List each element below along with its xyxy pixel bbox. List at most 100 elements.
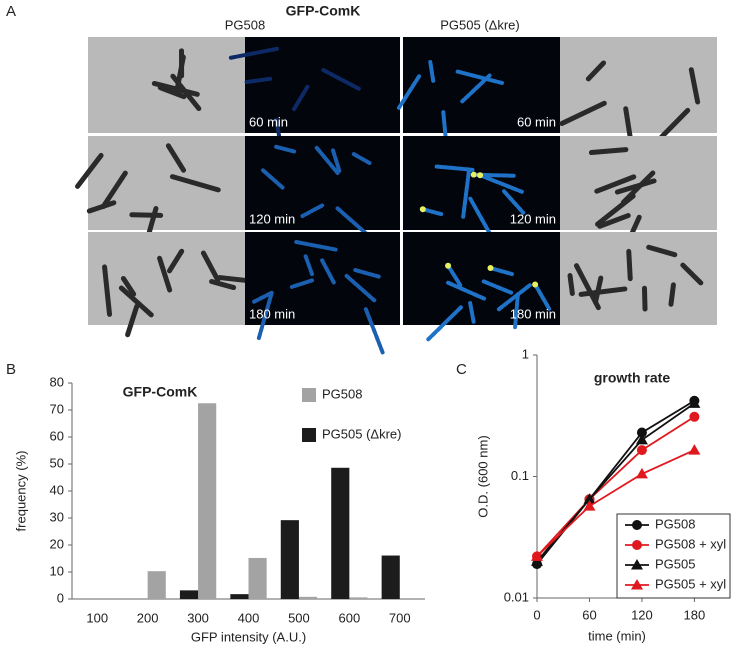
cell	[244, 76, 273, 85]
x-tick-label: 0	[533, 607, 540, 622]
cell	[641, 285, 648, 312]
cell	[363, 307, 385, 355]
legend-label: PG505	[655, 556, 695, 571]
cell	[274, 144, 297, 154]
cell	[100, 170, 128, 210]
cell	[165, 143, 187, 173]
y-axis-label: frequency (%)	[13, 451, 28, 532]
strain-label: PG505 (Δkre)	[440, 17, 520, 32]
legend-marker	[631, 559, 643, 570]
x-axis-label: GFP intensity (A.U.)	[191, 629, 306, 644]
cell	[428, 60, 436, 85]
micrograph	[245, 37, 400, 133]
y-tick-label: 0	[57, 590, 64, 605]
bar	[147, 571, 166, 599]
cell	[252, 291, 273, 304]
cell	[420, 207, 445, 217]
y-tick-label: 80	[50, 374, 64, 389]
legend-label: PG505 (Δkre)	[322, 426, 402, 441]
legend-label: PG505 + xyl	[655, 576, 726, 591]
cell	[291, 84, 310, 112]
bright-cell	[445, 262, 452, 269]
legend-marker	[631, 579, 643, 590]
cell	[331, 148, 342, 173]
marker	[583, 500, 596, 511]
bar	[298, 596, 318, 599]
legend-label: PG508	[322, 386, 362, 401]
x-tick-label: 60	[582, 607, 596, 622]
cell	[209, 278, 237, 291]
y-axis-label: O.D. (600 nm)	[475, 435, 490, 517]
bar	[248, 557, 267, 599]
cell	[646, 244, 678, 258]
panel-label: B	[6, 361, 16, 378]
bright-cell	[487, 265, 494, 272]
time-label: 120 min	[510, 211, 556, 226]
cell	[597, 213, 631, 229]
cell	[481, 279, 514, 295]
x-tick-label: 300	[187, 610, 209, 625]
marker	[689, 411, 700, 422]
cell	[294, 240, 338, 252]
y-tick-label: 70	[50, 401, 64, 416]
cell	[441, 110, 448, 140]
marker	[688, 444, 701, 455]
bright-cell	[419, 206, 426, 213]
cell	[620, 170, 656, 205]
cell	[256, 290, 274, 340]
cell	[460, 73, 492, 104]
y-tick-label: 40	[50, 482, 64, 497]
cell	[75, 152, 104, 189]
bright-cell	[477, 172, 484, 179]
cell	[335, 206, 372, 239]
y-tick-label: 10	[50, 563, 64, 578]
time-label: 60 min	[517, 114, 556, 129]
cell	[533, 282, 552, 311]
cell	[120, 276, 137, 297]
cell	[659, 107, 691, 140]
cell	[513, 292, 520, 330]
legend-label: PG508 + xyl	[655, 536, 726, 551]
cell	[102, 264, 113, 317]
x-tick-label: 500	[288, 610, 310, 625]
bar	[280, 520, 299, 599]
time-label: 60 min	[249, 114, 288, 129]
cell	[314, 145, 340, 175]
cell	[680, 262, 704, 286]
series-line	[536, 449, 695, 558]
bright-cell	[470, 171, 477, 178]
y-tick-label: 60	[50, 428, 64, 443]
cell	[157, 85, 187, 100]
marker	[688, 397, 701, 408]
cell	[167, 248, 185, 274]
marker	[636, 427, 647, 438]
panel-label: C	[456, 361, 467, 378]
cell	[86, 200, 117, 214]
cell	[434, 164, 475, 172]
series-line	[536, 416, 695, 558]
cell	[614, 178, 657, 195]
y-tick-label: 50	[50, 455, 64, 470]
x-tick-label: 100	[86, 610, 108, 625]
cell	[588, 147, 629, 156]
cell	[626, 248, 633, 282]
cell	[585, 60, 607, 82]
legend-swatch	[302, 428, 316, 442]
cell	[426, 305, 463, 342]
bar	[349, 597, 368, 599]
cell	[174, 54, 186, 92]
cell	[578, 286, 628, 297]
bright-cell	[532, 281, 539, 288]
legend-swatch	[302, 388, 316, 402]
time-label: 180 min	[249, 306, 295, 321]
cell	[320, 258, 336, 285]
marker	[531, 550, 543, 561]
bar	[381, 555, 400, 599]
y-tick-label: 0.1	[511, 468, 529, 483]
panel-label: A	[6, 3, 16, 20]
micrographs: 60 min 60 min 120 min 120 min 180 min 180 min	[75, 37, 717, 355]
cell	[567, 273, 575, 297]
legend-marker	[632, 540, 642, 550]
cell	[446, 280, 487, 301]
cell	[351, 152, 372, 166]
